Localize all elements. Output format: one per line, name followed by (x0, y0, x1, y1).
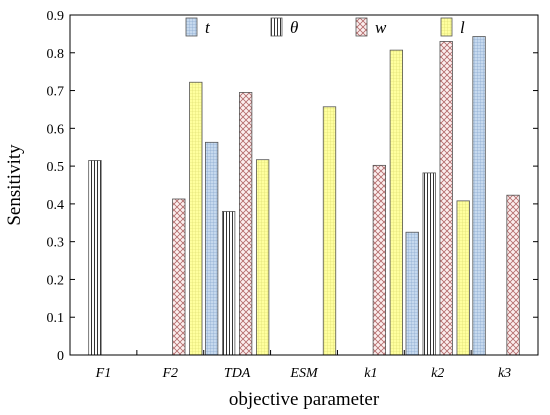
y-axis: 0 0.1 0.2 0.3 0.4 0.5 0.6 0.7 0.8 0.9 (47, 9, 538, 364)
bar (405, 231, 419, 356)
y-tick-label: 0.9 (47, 9, 65, 24)
y-tick-label: 0.7 (47, 85, 65, 100)
y-tick-label: 0 (57, 349, 64, 364)
legend-label: θ (290, 18, 298, 37)
bar (204, 141, 219, 356)
bar (221, 211, 236, 356)
y-tick-label: 0.1 (47, 311, 65, 326)
bar (439, 41, 453, 356)
bar (172, 198, 186, 356)
x-axis: F1 F2 TDA ESM k1 k2 k3 (95, 350, 511, 381)
bars-layer (88, 36, 520, 356)
bar (189, 81, 203, 356)
bar (422, 172, 436, 356)
legend-swatch (185, 17, 198, 37)
bar (372, 164, 387, 356)
bar (472, 36, 486, 356)
bar (506, 194, 520, 356)
bar (456, 200, 470, 356)
x-tick-label: F1 (95, 366, 112, 381)
y-tick-label: 0.6 (47, 122, 65, 137)
bar (389, 49, 404, 356)
bar (255, 159, 270, 356)
plot-frame (69, 14, 539, 356)
y-tick-label: 0.8 (47, 47, 65, 62)
y-tick-label: 0.3 (47, 236, 65, 251)
legend-label: t (205, 18, 211, 37)
legend-swatch (440, 17, 453, 37)
legend-swatch (355, 17, 368, 37)
bar (238, 92, 253, 356)
x-tick-label: k3 (498, 366, 511, 381)
legend-label: w (375, 18, 387, 37)
y-axis-title: Sensitivity (4, 144, 25, 226)
x-tick-label: k1 (364, 366, 377, 381)
y-tick-label: 0.4 (47, 198, 65, 213)
x-tick-label: F2 (162, 366, 179, 381)
legend-label: l (460, 18, 465, 37)
x-tick-label: k2 (431, 366, 444, 381)
legend-swatch (270, 17, 283, 37)
x-tick-label: ESM (289, 366, 319, 381)
x-axis-title: objective parameter (229, 389, 380, 410)
bar (322, 106, 337, 356)
bar (88, 160, 102, 356)
y-tick-label: 0.2 (47, 273, 65, 288)
y-tick-label: 0.5 (47, 160, 65, 175)
x-tick-label: TDA (224, 366, 251, 381)
